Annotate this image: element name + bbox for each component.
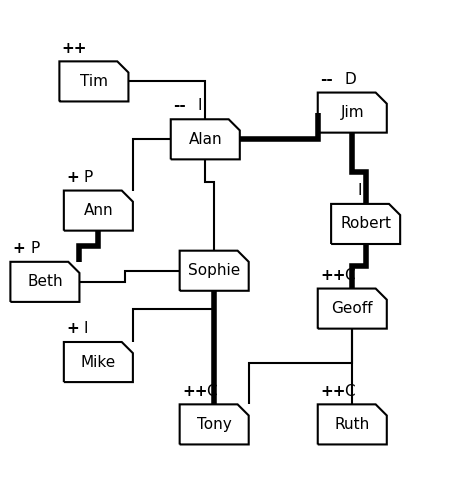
- Text: Tony: Tony: [196, 417, 231, 432]
- Text: P: P: [31, 241, 40, 256]
- Text: Mike: Mike: [81, 355, 116, 369]
- Text: ++: ++: [181, 384, 207, 399]
- Text: --: --: [173, 99, 185, 114]
- Text: D: D: [344, 72, 356, 87]
- Text: ++: ++: [319, 384, 345, 399]
- Text: Geoff: Geoff: [331, 301, 372, 316]
- Text: Jim: Jim: [340, 105, 363, 120]
- Text: Robert: Robert: [339, 217, 390, 231]
- Text: C: C: [344, 268, 354, 283]
- Text: I: I: [84, 321, 88, 336]
- Text: ++: ++: [319, 268, 345, 283]
- Text: +: +: [66, 321, 79, 336]
- Text: P: P: [84, 170, 93, 185]
- Text: Beth: Beth: [27, 274, 63, 289]
- Text: I: I: [197, 99, 201, 114]
- Text: I: I: [357, 183, 362, 198]
- Text: Ruth: Ruth: [334, 417, 369, 432]
- Text: +: +: [66, 170, 79, 185]
- Text: I: I: [363, 183, 367, 198]
- Text: +: +: [13, 241, 25, 256]
- Text: Ann: Ann: [83, 203, 113, 218]
- Text: ++: ++: [62, 41, 87, 56]
- Text: Tim: Tim: [80, 74, 108, 89]
- Text: Alan: Alan: [188, 132, 222, 147]
- Text: C: C: [206, 384, 217, 399]
- Text: C: C: [344, 384, 354, 399]
- Text: Sophie: Sophie: [188, 263, 240, 278]
- Text: --: --: [319, 72, 332, 87]
